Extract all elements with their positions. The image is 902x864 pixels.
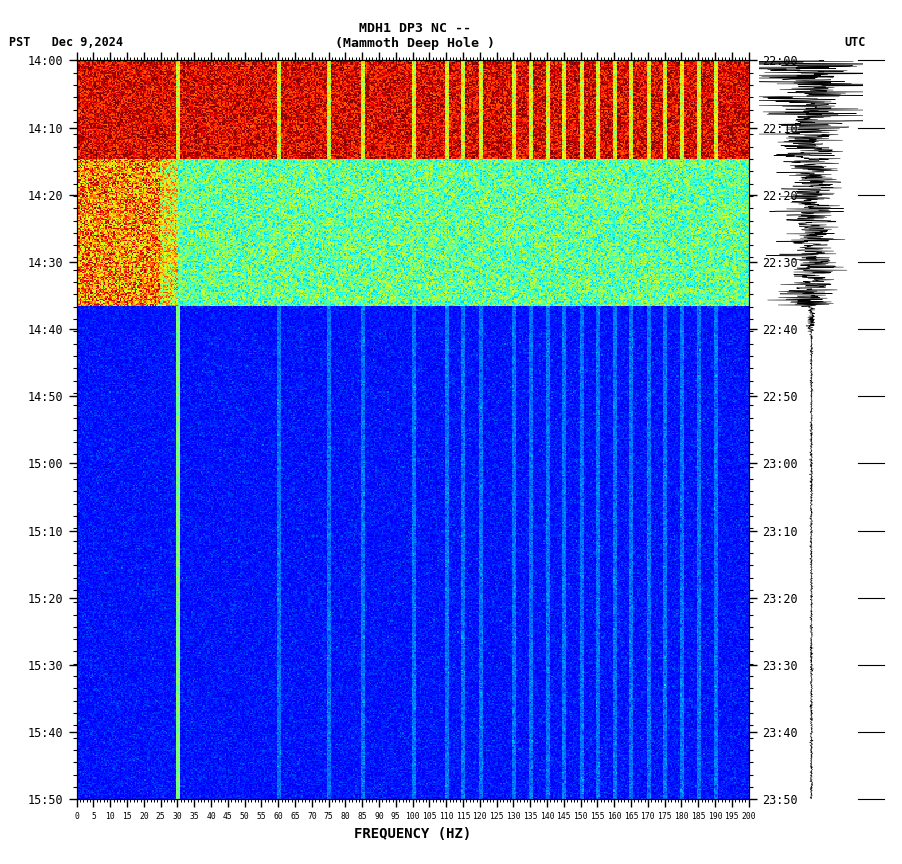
Text: MDH1 DP3 NC --: MDH1 DP3 NC -- bbox=[359, 22, 471, 35]
Text: PST   Dec 9,2024: PST Dec 9,2024 bbox=[9, 36, 123, 49]
X-axis label: FREQUENCY (HZ): FREQUENCY (HZ) bbox=[354, 827, 471, 841]
Text: UTC: UTC bbox=[844, 36, 866, 49]
Text: (Mammoth Deep Hole ): (Mammoth Deep Hole ) bbox=[335, 37, 495, 50]
